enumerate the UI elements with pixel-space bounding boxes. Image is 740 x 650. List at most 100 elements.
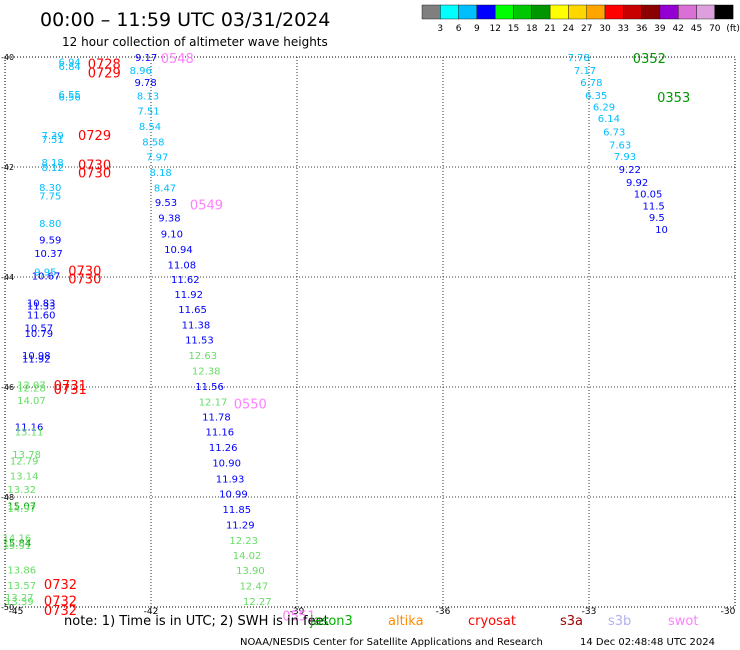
pass-time-label: 0729 [78, 129, 111, 144]
wave-height-label: 9.59 [39, 236, 61, 247]
wave-height-label: 9.78 [134, 78, 156, 89]
wave-height-label: 13.14 [10, 472, 39, 483]
wave-height-label: 10.67 [32, 271, 61, 282]
wave-height-label: 9.95 [34, 268, 56, 279]
wave-height-label: 10.99 [219, 490, 248, 501]
colorbar-swatch [531, 4, 551, 20]
wave-height-label: 7.78 [568, 53, 590, 64]
wave-height-label: 10.90 [212, 458, 241, 469]
colorbar-tick-label: 18 [526, 24, 538, 34]
pass-time-label: 0729 [88, 66, 121, 81]
wave-height-label: 14.16 [3, 534, 32, 545]
wave-height-label: 7.97 [146, 153, 168, 164]
wave-height-label: 8.18 [150, 168, 172, 179]
wave-height-label: 11.93 [216, 474, 245, 485]
pass-time-label: 0731 [54, 383, 87, 398]
colorbar-swatch [659, 4, 679, 20]
wave-height-label: 14.07 [17, 396, 46, 407]
wave-height-label: 11.16 [15, 423, 44, 434]
wave-height-label: 9.17 [135, 53, 157, 64]
x-tick-label: -30 [721, 607, 736, 617]
wave-height-label: 6.56 [59, 93, 81, 104]
wave-height-label: 11.08 [168, 260, 197, 271]
colorbar-tick-label: 12 [489, 24, 500, 34]
colorbar-tick-label: 36 [636, 24, 648, 34]
wave-height-label: 11.5 [643, 202, 665, 213]
pass-time-label: 0732 [44, 594, 77, 609]
wave-height-label: 12.07 [17, 380, 46, 391]
wave-height-label: 13.90 [236, 566, 265, 577]
x-tick-label: -42 [144, 607, 159, 617]
wave-height-label: 10.57 [24, 324, 53, 335]
wave-height-label: 9.53 [155, 198, 177, 209]
colorbar-tick-label: 33 [618, 24, 629, 34]
y-tick-label: -40 [1, 53, 14, 62]
colorbar-tick-label: (ft) [726, 24, 740, 34]
footer-note: note: 1) Time is in UTC; 2) SWH is in fe… [64, 614, 329, 629]
wave-height-label: 12.47 [240, 582, 269, 593]
wave-height-label: 15.84 [3, 539, 32, 550]
y-tick-label: -50 [1, 603, 14, 612]
wave-height-label: 13.27 [5, 593, 34, 604]
pass-time-label: 0548 [161, 52, 194, 67]
wave-height-label: 6.14 [598, 114, 620, 125]
wave-height-label: 11.62 [171, 275, 200, 286]
wave-height-label: 11.78 [202, 413, 231, 424]
pass-time-label: 0731 [54, 379, 87, 394]
wave-height-label: 11.53 [185, 336, 214, 347]
x-axis-ticks: -45 -42 -39 -36 -33 -30 [9, 607, 736, 617]
colorbar-swatch [476, 4, 496, 20]
wave-height-label: 11.85 [223, 505, 252, 516]
satellite-legend-item: s3b [608, 614, 631, 629]
plot-frame [4, 56, 736, 608]
colorbar-swatch [641, 4, 661, 20]
wave-height-label: 13.86 [7, 566, 36, 577]
y-tick-label: -48 [1, 493, 14, 502]
satellite-legend-item: cryosat [468, 614, 516, 629]
wave-height-label: 9.10 [161, 230, 183, 241]
wave-height-label: 6.94 [59, 57, 81, 68]
wave-height-label: 6.73 [603, 127, 625, 138]
pass-time-label: 0730 [78, 167, 111, 182]
wave-height-label: 12.63 [188, 351, 217, 362]
wave-height-label: 12.23 [229, 536, 258, 547]
x-tick-label: -33 [582, 607, 597, 617]
wave-height-label: 6.29 [593, 103, 615, 114]
y-tick-label: -46 [1, 383, 14, 392]
pass-time-label: 0730 [68, 273, 101, 288]
satellite-legend: jason3 altika cryosat s3a s3b swot [309, 614, 698, 629]
x-tick-label: -36 [436, 607, 451, 617]
pass-time-label: 0353 [657, 91, 690, 106]
wave-height-label: 7.75 [39, 192, 61, 203]
data-labels: 6.946.846.556.567.397.518.188.128.307.75… [3, 53, 668, 608]
wave-height-label: 7.17 [574, 66, 596, 77]
wave-height-label: 8.13 [137, 92, 159, 103]
satellite-legend-item: altika [388, 614, 424, 629]
wave-height-label: 6.35 [585, 91, 607, 102]
wave-height-label: 9.5 [649, 213, 665, 224]
wave-height-label: 14.02 [233, 551, 262, 562]
y-axis-ticks: -40 -42 -44 -46 -48 -50 [1, 53, 14, 612]
wave-height-label: 7.93 [614, 152, 636, 163]
wave-height-label: 7.63 [609, 140, 631, 151]
colorbar-swatch [549, 4, 569, 20]
colorbar-swatch [568, 4, 587, 20]
colorbar-swatch [714, 4, 734, 20]
wave-height-label: 10.37 [34, 249, 63, 260]
colorbar-swatch [586, 4, 606, 20]
pass-time-label: 0352 [633, 52, 666, 67]
wave-height-label: 13.57 [7, 581, 36, 592]
wave-height-label: 15.07 [7, 501, 36, 512]
wave-height-label: 11.33 [27, 302, 56, 313]
wave-height-label: 11.29 [226, 521, 255, 532]
wave-height-label: 13.39 [5, 597, 34, 608]
wave-height-label: 10 [655, 225, 668, 236]
colorbar-swatch [421, 4, 441, 20]
chart-title: 00:00 – 11:59 UTC 03/31/2024 [40, 9, 330, 31]
wave-height-label: 12.17 [199, 397, 228, 408]
pass-time-label: 0732 [44, 578, 77, 593]
wave-height-label: 9.38 [158, 214, 180, 225]
wave-height-label: 11.65 [178, 305, 207, 316]
wave-height-label: 8.54 [139, 122, 161, 133]
footer-credit: NOAA/NESDIS Center for Satellite Applica… [240, 637, 543, 648]
